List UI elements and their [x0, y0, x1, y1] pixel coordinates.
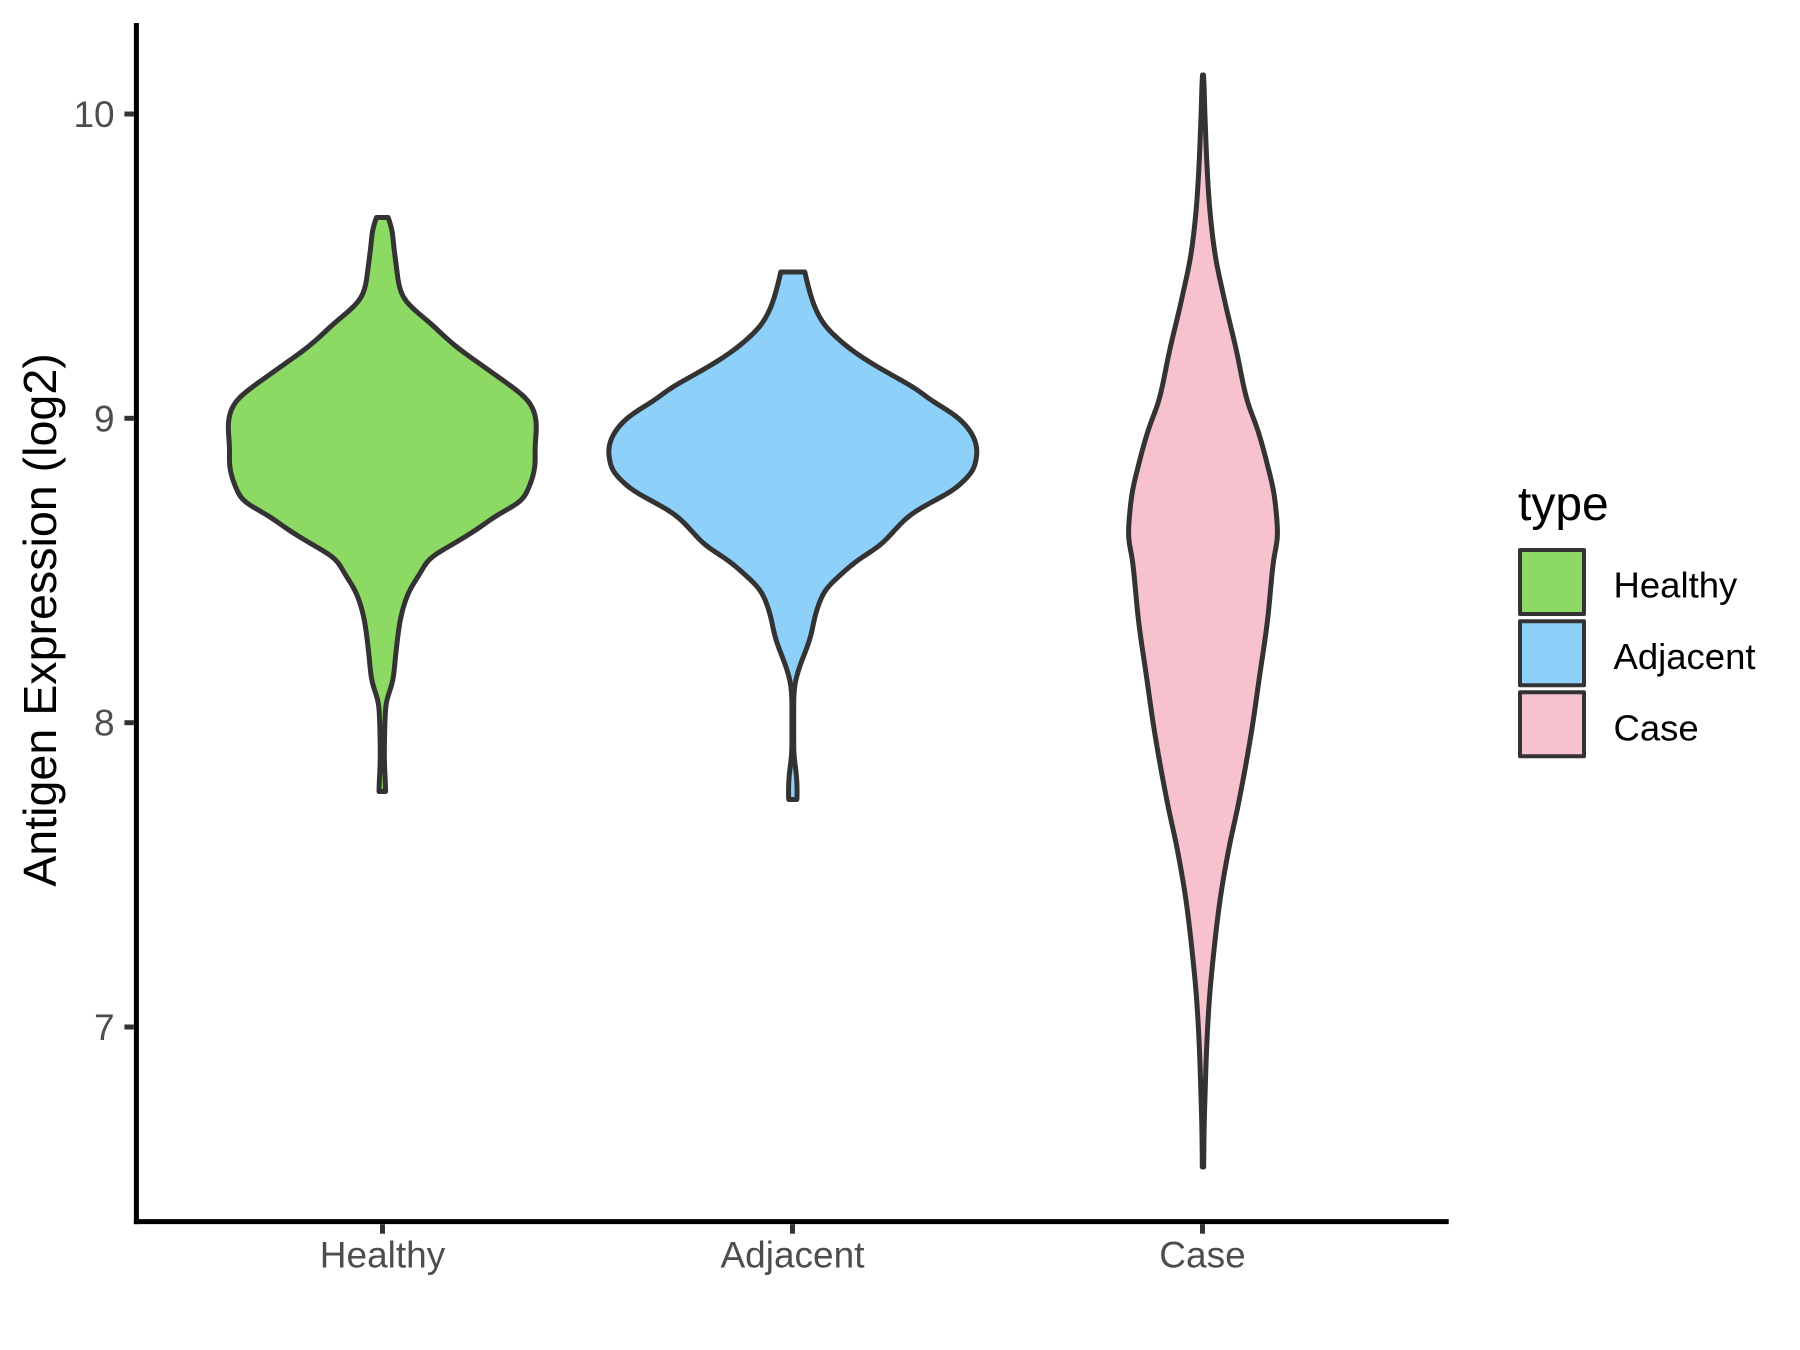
svg-text:10: 10	[73, 94, 114, 135]
svg-text:Healthy: Healthy	[320, 1234, 446, 1275]
svg-text:type: type	[1518, 478, 1609, 531]
svg-text:Adjacent: Adjacent	[1614, 636, 1756, 677]
svg-text:8: 8	[94, 703, 115, 744]
svg-text:9: 9	[94, 398, 115, 439]
svg-text:Antigen Expression (log2): Antigen Expression (log2)	[14, 353, 66, 887]
svg-text:Case: Case	[1159, 1234, 1245, 1275]
svg-text:Adjacent: Adjacent	[721, 1234, 866, 1275]
svg-text:Case: Case	[1614, 708, 1699, 749]
svg-text:7: 7	[94, 1007, 115, 1048]
svg-text:Healthy: Healthy	[1614, 565, 1739, 606]
